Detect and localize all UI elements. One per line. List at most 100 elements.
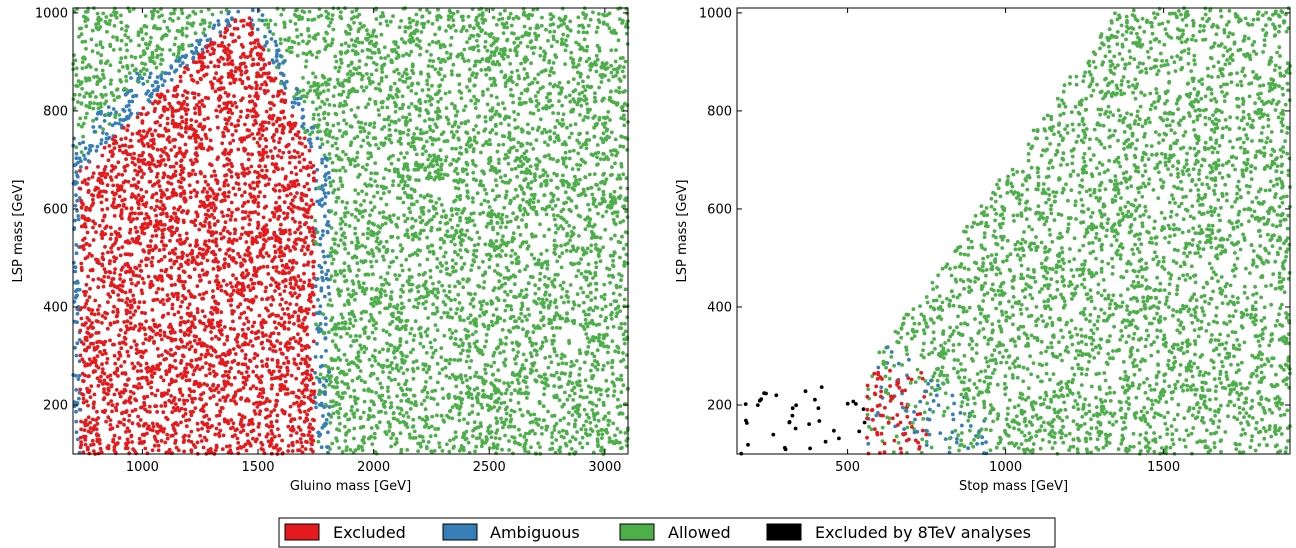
excluded-point — [288, 232, 292, 236]
allowed-point — [613, 59, 618, 64]
allowed-point — [605, 115, 610, 120]
allowed-point — [502, 106, 507, 111]
allowed-point — [503, 433, 507, 438]
excluded-point — [98, 446, 103, 451]
allowed-point — [562, 300, 566, 305]
allowed-point — [560, 86, 564, 91]
excluded-point — [270, 383, 274, 388]
allowed-point — [349, 60, 354, 65]
excluded-point — [144, 263, 149, 268]
allowed-point — [535, 163, 540, 168]
excluded-point — [102, 378, 107, 383]
excluded-point — [150, 234, 155, 239]
excluded-point — [129, 345, 134, 350]
allowed-point — [483, 367, 487, 372]
allowed-point — [418, 128, 423, 132]
allowed-point — [336, 195, 341, 200]
allowed-point — [406, 168, 410, 172]
allowed-point — [583, 175, 587, 179]
allowed-point — [378, 240, 383, 244]
excluded-point — [266, 120, 271, 125]
allowed-point — [435, 162, 440, 167]
allowed-point — [440, 283, 444, 288]
allowed-point — [617, 173, 621, 178]
excluded-point — [124, 409, 129, 413]
excluded-point — [91, 238, 96, 242]
excluded-point — [201, 445, 206, 450]
excluded-point — [165, 391, 170, 396]
allowed-point — [382, 45, 387, 50]
excluded-point — [148, 222, 153, 226]
allowed-point — [333, 269, 338, 274]
allowed-point — [445, 139, 450, 143]
excluded-point — [205, 190, 210, 195]
allowed-point — [603, 227, 608, 232]
allowed-point — [382, 176, 386, 181]
excluded-point — [86, 326, 90, 331]
allowed-point — [483, 119, 488, 124]
allowed-point — [381, 254, 385, 259]
allowed-point — [424, 380, 428, 384]
allowed-point — [336, 121, 341, 126]
excluded-point — [303, 409, 307, 414]
allowed-point — [483, 242, 488, 247]
allowed-point — [388, 370, 392, 375]
allowed-point — [343, 222, 348, 227]
allowed-point — [544, 427, 549, 432]
excluded-point — [119, 210, 124, 214]
allowed-point — [536, 72, 541, 77]
allowed-point — [432, 214, 436, 219]
allowed-point — [479, 444, 484, 449]
allowed-point — [602, 292, 607, 297]
allowed-point — [516, 164, 521, 169]
allowed-point — [537, 286, 541, 291]
excluded-point — [281, 150, 286, 155]
allowed-point — [581, 84, 586, 89]
allowed-point — [474, 18, 478, 23]
allowed-point — [108, 18, 112, 23]
allowed-point — [501, 425, 505, 430]
allowed-point — [615, 177, 620, 181]
allowed-point — [462, 417, 466, 422]
excluded-point — [91, 442, 96, 447]
allowed-point — [567, 135, 572, 140]
excluded-point — [286, 444, 291, 448]
allowed-point — [416, 301, 421, 306]
allowed-point — [571, 57, 576, 62]
allowed-point — [457, 411, 462, 415]
allowed-point — [264, 18, 268, 23]
excluded-point — [195, 103, 199, 107]
allowed-point — [257, 18, 262, 22]
excluded-point — [176, 291, 180, 296]
excluded-point — [274, 269, 279, 273]
allowed-point — [567, 410, 571, 415]
excluded-point — [131, 293, 136, 298]
allowed-point — [477, 236, 482, 240]
allowed-point — [396, 216, 401, 221]
ambiguous-point — [327, 405, 332, 409]
allowed-point — [436, 290, 440, 295]
allowed-point — [561, 112, 566, 117]
excluded-point — [149, 205, 154, 210]
allowed-point — [99, 59, 103, 64]
allowed-point — [555, 395, 559, 400]
ambiguous-point — [74, 373, 78, 378]
excluded-point — [295, 400, 299, 405]
excluded-point — [311, 230, 316, 234]
allowed-point — [581, 309, 586, 314]
allowed-point — [554, 223, 558, 228]
allowed-point — [465, 194, 470, 199]
excluded-point — [258, 409, 263, 413]
allowed-point — [465, 421, 470, 426]
excluded-point — [130, 132, 135, 136]
allowed-point — [577, 261, 582, 265]
allowed-point — [454, 113, 459, 118]
allowed-point — [500, 249, 504, 253]
allowed-point — [329, 274, 334, 279]
allowed-point — [559, 224, 563, 229]
excluded-point — [217, 187, 222, 192]
excluded-point — [308, 229, 312, 234]
allowed-point — [474, 124, 478, 128]
allowed-point — [503, 308, 508, 313]
excluded-point — [294, 302, 299, 307]
